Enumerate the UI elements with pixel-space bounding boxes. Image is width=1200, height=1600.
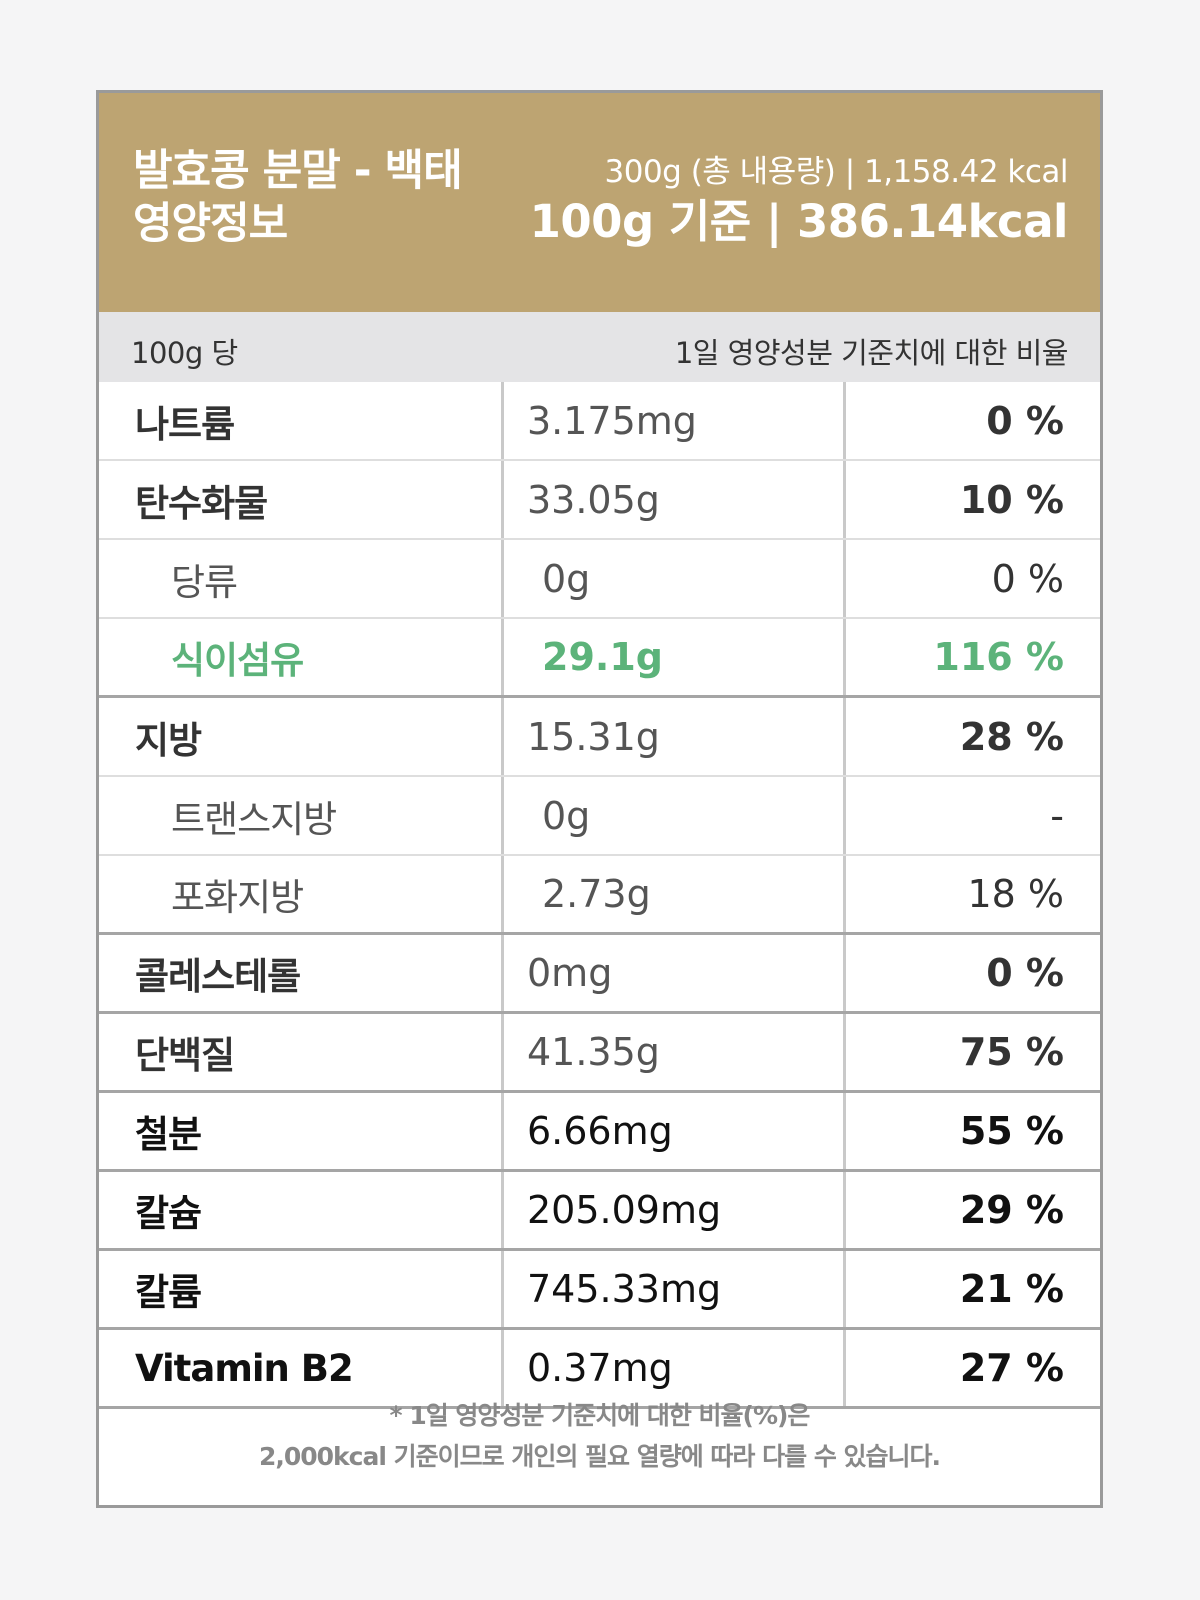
footnote-line: 2,000kcal 기준이므로 개인의 필요 열량에 따라 다를 수 있습니다. — [258, 1442, 941, 1471]
nutrient-amount: 0.37mg — [501, 1330, 843, 1406]
daily-value-footnote: * 1일 영양성분 기준치에 대한 비율(%)은 2,000kcal 기준이므로… — [99, 1395, 1100, 1477]
daily-value-label: 1일 영양성분 기준치에 대한 비율 — [674, 336, 1069, 370]
nutrient-percent: 0 % — [843, 540, 1100, 617]
nutrient-percent: 28 % — [843, 698, 1100, 775]
table-row: 단백질 41.35g 75 % — [99, 1014, 1100, 1093]
nutrient-percent: 116 % — [843, 619, 1100, 695]
nutrient-name: 식이섬유 — [171, 639, 304, 682]
nutrient-percent: 0 % — [843, 382, 1100, 459]
nutrient-amount: 33.05g — [501, 461, 843, 538]
nutrient-name: 콜레스테롤 — [135, 955, 301, 998]
nutrient-percent: - — [843, 777, 1100, 854]
nutrient-name: 단백질 — [135, 1034, 235, 1077]
table-row: 지방 15.31g 28 % — [99, 698, 1100, 777]
nutrient-amount: 15.31g — [501, 698, 843, 775]
nutrient-amount: 0g — [501, 540, 843, 617]
nutrient-percent: 75 % — [843, 1014, 1100, 1090]
nutrient-name: 트랜스지방 — [171, 797, 337, 841]
nutrient-amount: 6.66mg — [501, 1093, 843, 1169]
table-row: 포화지방 2.73g 18 % — [99, 856, 1100, 935]
table-row: 트랜스지방 0g - — [99, 777, 1100, 856]
nutrient-percent: 27 % — [843, 1330, 1100, 1406]
nutrient-name: 탄수화물 — [135, 481, 268, 525]
nutrient-name: 포화지방 — [171, 876, 304, 919]
nutrition-facts-panel: 발효콩 분말 - 백태 영양정보 300g (총 내용량) | 1,158.42… — [96, 90, 1103, 1508]
total-content-calories: 300g (총 내용량) | 1,158.42 kcal — [604, 154, 1069, 190]
nutrition-info-label: 영양정보 — [133, 199, 288, 249]
product-name: 발효콩 분말 - 백태 — [133, 146, 463, 196]
table-row: 나트륨 3.175mg 0 % — [99, 382, 1100, 461]
table-row: 탄수화물 33.05g 10 % — [99, 461, 1100, 540]
table-row: 철분 6.66mg 55 % — [99, 1093, 1100, 1172]
nutrient-amount: 41.35g — [501, 1014, 843, 1090]
nutrient-percent: 29 % — [843, 1172, 1100, 1248]
nutrient-name: 칼륨 — [135, 1271, 202, 1314]
nutrition-header: 발효콩 분말 - 백태 영양정보 300g (총 내용량) | 1,158.42… — [99, 93, 1100, 312]
nutrient-percent: 0 % — [843, 935, 1100, 1011]
nutrient-name: Vitamin B2 — [135, 1346, 354, 1390]
table-row: 칼슘 205.09mg 29 % — [99, 1172, 1100, 1251]
nutrient-amount: 2.73g — [501, 856, 843, 932]
nutrient-name: 나트륨 — [135, 402, 235, 446]
per-serving-label: 100g 당 — [131, 336, 238, 370]
nutrient-name: 지방 — [135, 718, 202, 762]
nutrient-percent: 10 % — [843, 461, 1100, 538]
nutrient-percent: 55 % — [843, 1093, 1100, 1169]
table-row: 식이섬유 29.1g 116 % — [99, 619, 1100, 698]
table-row: Vitamin B2 0.37mg 27 % — [99, 1330, 1100, 1409]
calorie-summary: 300g (총 내용량) | 1,158.42 kcal 100g 기준 | 3… — [529, 153, 1069, 251]
table-subheader: 100g 당 1일 영양성분 기준치에 대한 비율 — [99, 312, 1100, 382]
nutrient-amount: 205.09mg — [501, 1172, 843, 1248]
nutrient-name: 칼슘 — [135, 1192, 202, 1235]
nutrition-table: 나트륨 3.175mg 0 % 탄수화물 33.05g 10 % 당류 0g 0… — [99, 382, 1100, 1409]
table-row: 칼륨 745.33mg 21 % — [99, 1251, 1100, 1330]
table-row: 당류 0g 0 % — [99, 540, 1100, 619]
nutrient-percent: 18 % — [843, 856, 1100, 932]
per-100g-calories: 100g 기준 | 386.14kcal — [529, 195, 1069, 248]
nutrient-amount: 0mg — [501, 935, 843, 1011]
table-row: 콜레스테롤 0mg 0 % — [99, 935, 1100, 1014]
nutrient-amount: 29.1g — [501, 619, 843, 695]
nutrient-amount: 3.175mg — [501, 382, 843, 459]
product-title: 발효콩 분말 - 백태 영양정보 — [133, 145, 463, 251]
nutrient-percent: 21 % — [843, 1251, 1100, 1327]
nutrient-amount: 745.33mg — [501, 1251, 843, 1327]
footnote-line: * 1일 영양성분 기준치에 대한 비율(%)은 — [389, 1401, 811, 1430]
nutrient-name: 철분 — [135, 1113, 202, 1156]
nutrient-name: 당류 — [171, 560, 238, 604]
nutrient-amount: 0g — [501, 777, 843, 854]
